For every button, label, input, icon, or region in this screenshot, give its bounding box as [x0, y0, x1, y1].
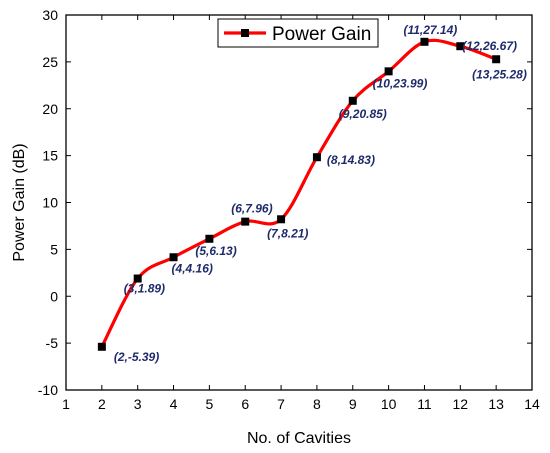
- plot-frame: [65, 14, 533, 391]
- data-label: (9,20.85): [339, 107, 387, 121]
- y-tick-label: 20: [42, 101, 58, 117]
- x-tick-label: 7: [277, 396, 285, 412]
- x-tick-label: 13: [488, 396, 504, 412]
- data-point: [384, 67, 393, 76]
- series-layer: [97, 37, 501, 351]
- data-point: [169, 253, 178, 262]
- data-label: (13,25.28): [472, 67, 527, 81]
- x-tick-label: 2: [98, 396, 106, 412]
- data-point: [205, 234, 214, 243]
- data-label: (4,4.16): [172, 261, 213, 275]
- y-tick-label: 25: [42, 54, 58, 70]
- legend-label: Power Gain: [272, 24, 371, 45]
- data-point: [277, 215, 286, 224]
- data-point: [241, 217, 250, 226]
- x-tick-label: 1: [62, 396, 70, 412]
- x-tick-label: 3: [134, 396, 142, 412]
- data-label: (2,-5.39): [114, 350, 159, 364]
- data-label: (10,23.99): [373, 76, 428, 90]
- data-point: [420, 37, 429, 46]
- data-label: (7,8.21): [267, 226, 308, 240]
- x-tick-label: 4: [170, 396, 178, 412]
- y-tick-label: -10: [38, 382, 58, 398]
- data-point: [348, 96, 357, 105]
- x-tick-label: 5: [205, 396, 213, 412]
- x-axis-title: No. of Cavities: [247, 430, 351, 447]
- y-axis-title: Power Gain (dB): [11, 143, 28, 261]
- y-tick-label: 5: [50, 241, 58, 257]
- plot-area: [65, 14, 533, 391]
- data-point: [312, 153, 321, 162]
- data-point: [456, 42, 465, 51]
- x-tick-label: 11: [417, 396, 432, 412]
- y-tick-label: 0: [50, 288, 58, 304]
- y-tick-label: 15: [42, 148, 58, 164]
- data-label: (3,1.89): [124, 282, 165, 296]
- data-point: [133, 274, 142, 283]
- legend: Power Gain: [217, 18, 379, 48]
- x-tick-label: 14: [524, 396, 540, 412]
- data-label: (12,26.67): [462, 39, 517, 53]
- data-label: (5,6.13): [195, 244, 236, 258]
- data-label: (8,14.83): [327, 153, 375, 167]
- x-tick-label: 12: [453, 396, 469, 412]
- data-labels: (2,-5.39) (3,1.89) (4,4.16) (5,6.13) (6,7.96…: [114, 23, 527, 364]
- x-axis-ticks: 1 2 3 4 5 6 7 8 9 10 11 12 13 14: [62, 15, 540, 412]
- x-tick-label: 9: [349, 396, 357, 412]
- x-tick-label: 6: [241, 396, 249, 412]
- data-point: [97, 342, 106, 351]
- y-tick-label: 30: [42, 7, 58, 23]
- data-label: (6,7.96): [231, 202, 272, 216]
- data-label: (11,27.14): [403, 23, 457, 37]
- legend-marker: [241, 29, 249, 37]
- y-tick-label: -5: [46, 335, 59, 351]
- y-tick-label: 10: [42, 195, 58, 211]
- x-tick-label: 8: [313, 396, 321, 412]
- x-tick-label: 10: [381, 396, 397, 412]
- y-axis-ticks: -10 -5 0 5 10 15 20 25 30: [38, 7, 532, 398]
- data-point: [492, 55, 501, 64]
